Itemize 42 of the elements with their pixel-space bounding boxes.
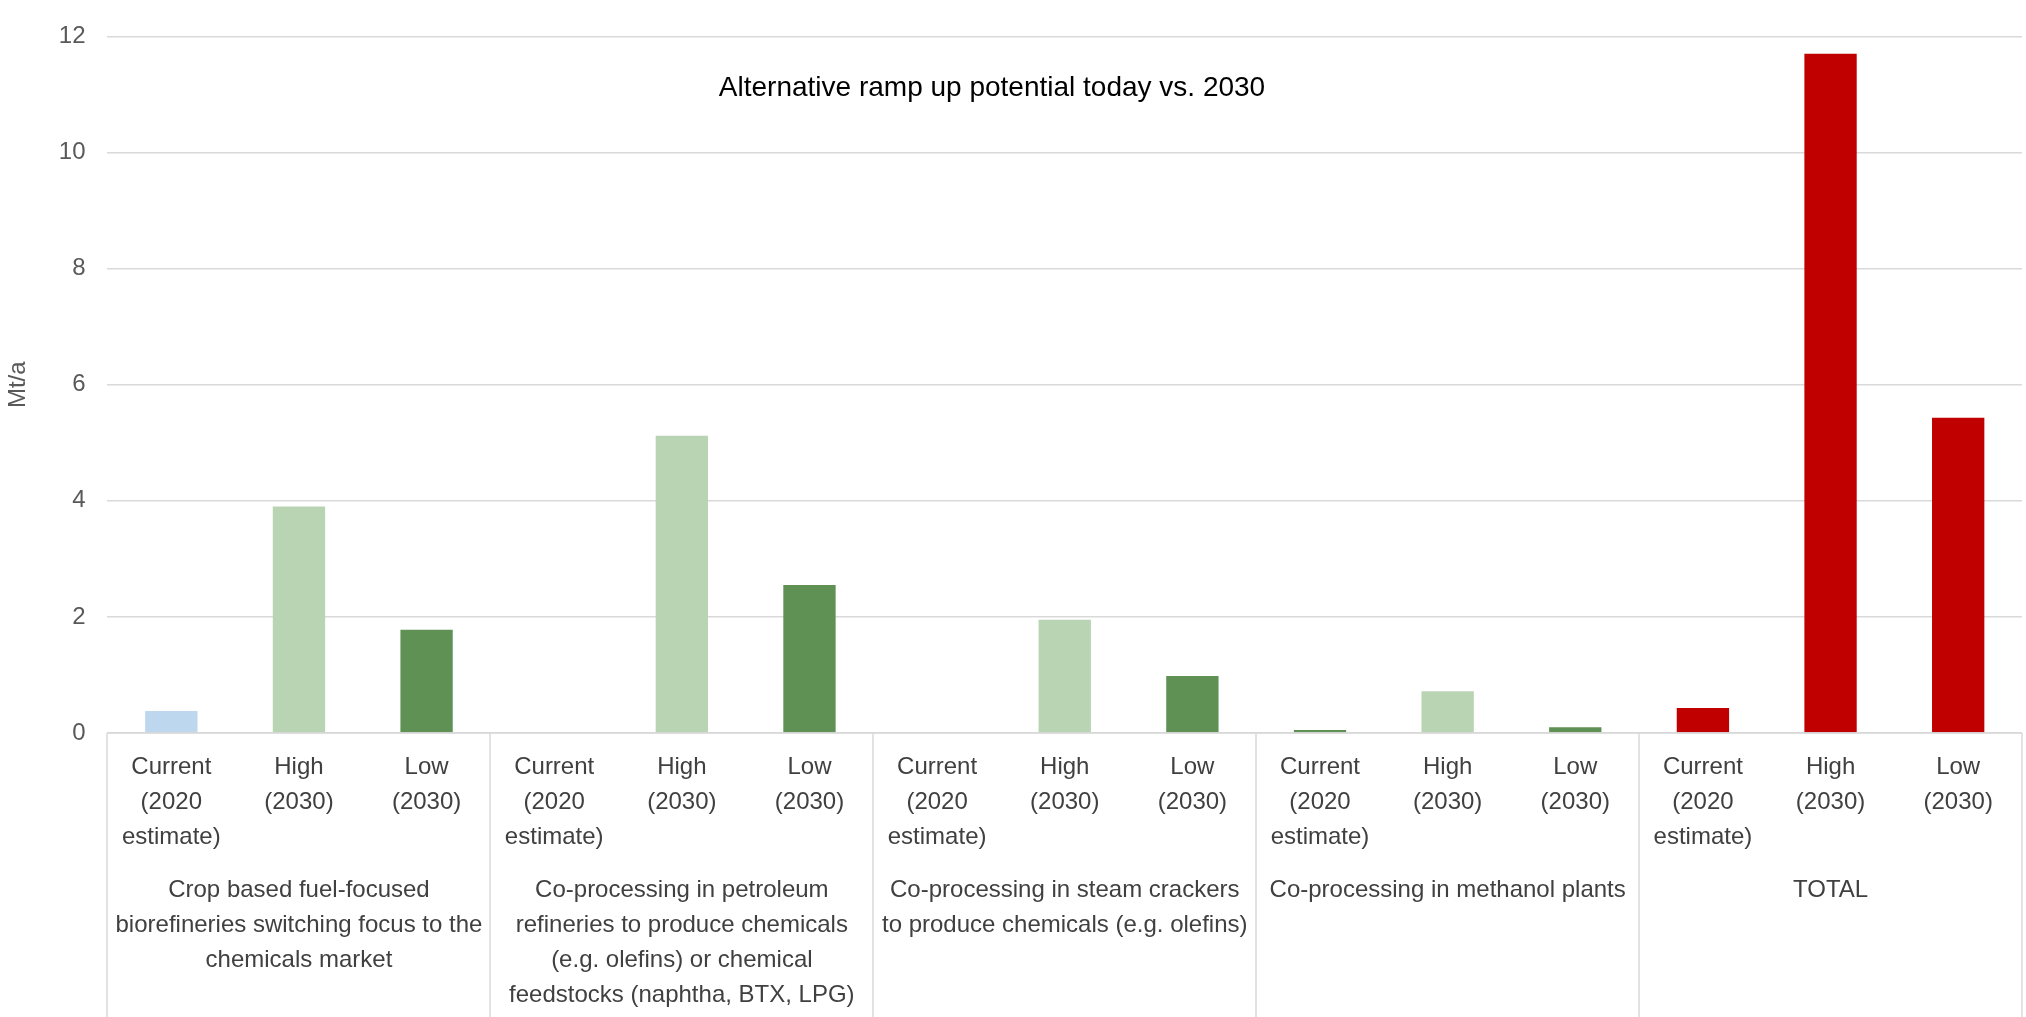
bar bbox=[1804, 53, 1857, 733]
bar bbox=[272, 506, 326, 733]
bar bbox=[145, 710, 198, 733]
x-tick-label: High (2030) bbox=[1030, 751, 1100, 814]
text: Co-processing in methanol plants bbox=[1269, 874, 1626, 902]
y-tick-label: 12 bbox=[58, 21, 86, 49]
x-tick-label: Current (2020 estimate) bbox=[121, 751, 221, 849]
x-tick-label: Low (2030) bbox=[774, 751, 845, 814]
bar bbox=[1676, 708, 1730, 733]
text: Co-processing in steam crackers to produce chemicals (e.g. olefins) bbox=[881, 874, 1248, 937]
x-tick-label: Current (2020 estimate) bbox=[1270, 751, 1370, 849]
y-tick-label: 10 bbox=[58, 137, 86, 165]
x-tick-label: Low (2030) bbox=[1157, 751, 1228, 814]
y-axis-title: Mt/a bbox=[3, 360, 31, 409]
bar bbox=[1166, 676, 1219, 733]
x-tick-label: High (2030) bbox=[1795, 751, 1866, 814]
x-tick-label: High (2030) bbox=[1412, 751, 1483, 814]
text: Crop based fuel-focused biorefineries switching focus to the chemicals market bbox=[115, 874, 483, 972]
x-tick-label: Low (2030) bbox=[1540, 751, 1610, 814]
bar bbox=[1293, 730, 1347, 733]
x-tick-label: Current (2020 estimate) bbox=[1653, 751, 1753, 849]
bar bbox=[1932, 417, 1985, 733]
y-tick-label: 2 bbox=[72, 601, 86, 629]
y-tick-label: 4 bbox=[72, 485, 86, 513]
y-tick-label: 6 bbox=[72, 369, 86, 397]
bar bbox=[783, 584, 836, 733]
text: Co-processing in petroleum refineries to produce chemicals (e.g. olefins) or chemical feedstocks (naphtha, BTX, LPG) bbox=[509, 874, 855, 1007]
x-tick-label: Low (2030) bbox=[1923, 751, 1993, 814]
x-tick-label: High (2030) bbox=[264, 751, 334, 814]
bar bbox=[1038, 619, 1091, 733]
x-tick-label: Current (2020 estimate) bbox=[504, 751, 604, 849]
y-tick-label: 0 bbox=[72, 717, 86, 745]
bar bbox=[655, 435, 709, 733]
x-tick-label: Current (2020 estimate) bbox=[887, 751, 987, 849]
x-tick-label: Low (2030) bbox=[391, 751, 462, 814]
text: Alternative ramp up potential today vs. 2030 bbox=[718, 71, 1266, 103]
bar bbox=[1421, 691, 1474, 733]
bar bbox=[400, 629, 453, 733]
text: TOTAL bbox=[1792, 874, 1869, 902]
bar bbox=[1549, 727, 1602, 733]
x-tick-label: High (2030) bbox=[647, 751, 717, 814]
y-tick-label: 8 bbox=[72, 253, 86, 281]
